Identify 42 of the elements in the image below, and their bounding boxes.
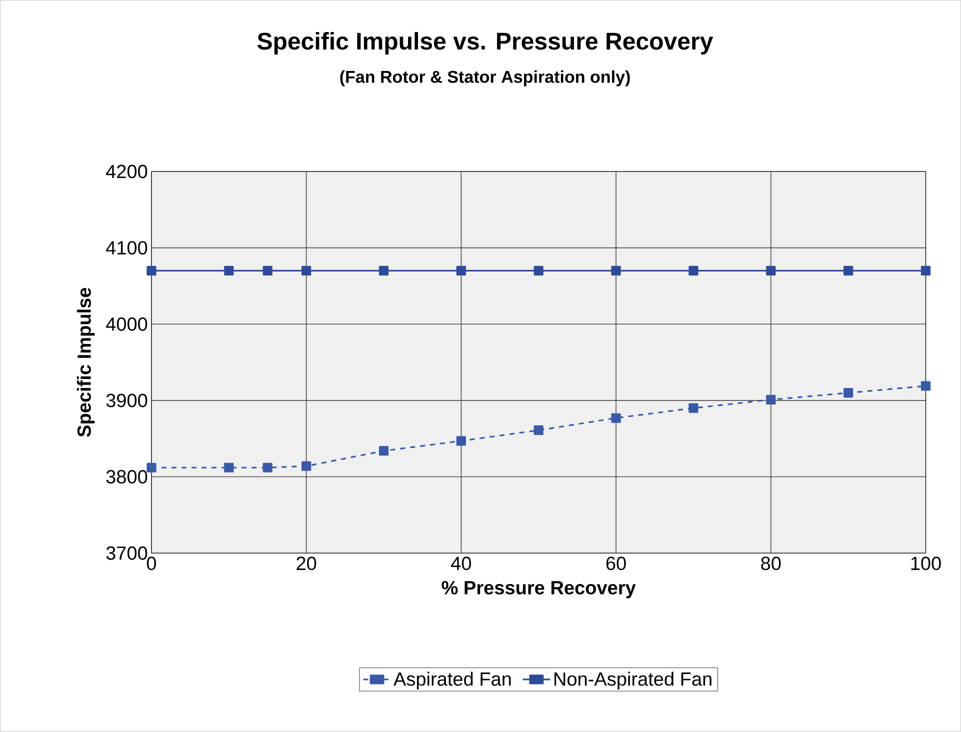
point — [766, 395, 776, 405]
point — [146, 463, 156, 473]
chart-subtitle: (Fan Rotor & Stator Aspiration only) — [340, 70, 630, 86]
point — [378, 266, 389, 276]
legend-label: Non-Aspirated Fan — [554, 672, 712, 690]
point — [920, 381, 931, 391]
point — [688, 403, 698, 414]
y-tick-label: 4200 — [106, 164, 148, 178]
point — [534, 266, 544, 276]
point — [611, 413, 621, 424]
x-tick-label: 0 — [146, 556, 156, 570]
point — [611, 266, 621, 276]
y-axis-title: Specific Impulse — [76, 288, 95, 438]
x-tick-label: 20 — [296, 556, 316, 570]
point — [688, 266, 698, 276]
x-tick-label: 60 — [606, 556, 626, 570]
point — [378, 446, 389, 456]
point — [456, 266, 466, 276]
point — [224, 463, 234, 473]
x-tick-label: 80 — [761, 556, 781, 570]
point — [262, 463, 272, 473]
y-tick-label: 3800 — [106, 470, 148, 484]
y-tick-label: 3700 — [106, 546, 148, 560]
y-tick-label: 3900 — [106, 394, 148, 408]
point — [844, 388, 854, 398]
x-tick-label: 40 — [451, 556, 471, 570]
point — [534, 426, 544, 436]
y-tick-label: 4000 — [106, 318, 148, 332]
point — [302, 266, 312, 276]
point — [262, 266, 272, 276]
legend-label: Aspirated Fan — [394, 672, 511, 690]
chart-title: Specific Impulse vs. Pressure Recovery — [257, 32, 714, 55]
x-axis-title: % Pressure Recovery — [442, 581, 636, 598]
point — [920, 266, 931, 276]
point — [766, 266, 776, 276]
point — [456, 436, 466, 446]
point — [844, 266, 854, 276]
y-tick-label: 4100 — [106, 241, 148, 255]
x-tick-label: 100 — [911, 556, 941, 570]
point — [302, 461, 312, 472]
point — [224, 266, 234, 276]
point — [146, 266, 156, 276]
